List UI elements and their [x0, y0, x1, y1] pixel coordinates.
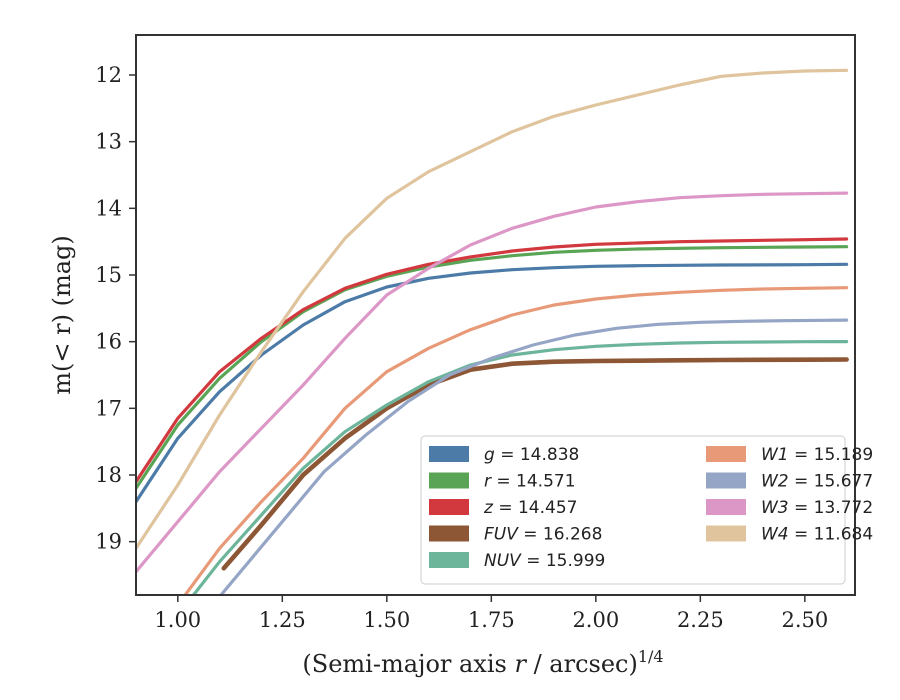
legend-label-w1: W1 = 15.189	[761, 445, 873, 465]
y-axis-label: m(< r) (mag)	[48, 235, 76, 394]
series-line-r	[136, 245, 849, 490]
series-line-nuv	[191, 340, 849, 595]
legend-label-z: z = 14.457	[483, 498, 577, 518]
legend-label-w2: W2 = 15.677	[761, 472, 873, 492]
series-line-w2	[218, 318, 849, 595]
legend-swatch-r	[429, 472, 469, 489]
x-axis-label: (Semi-major axis r / arcsec)1/4	[302, 647, 663, 678]
y-tick-label: 14	[95, 196, 122, 220]
series-line-w1	[183, 286, 849, 595]
y-tick-label: 13	[95, 130, 122, 154]
y-tick-label: 17	[95, 396, 122, 420]
legend: g = 14.838 r = 14.571 z = 14.457 FUV = 16.2…	[420, 435, 873, 585]
legend-label-w3: W3 = 13.772	[761, 498, 873, 518]
series-layer	[136, 68, 849, 595]
tick-layer: 1.00 1.25 1.50 1.75 2.00 2.25 2.50 12 13 14 15 16 17…	[95, 63, 828, 632]
x-tick-label: 1.25	[259, 608, 306, 632]
y-tick-label: 16	[95, 330, 122, 354]
x-tick-label: 2.00	[572, 608, 619, 632]
y-tick-label: 15	[95, 263, 122, 287]
legend-swatch-w1	[706, 446, 746, 462]
legend-swatch-nuv	[429, 552, 469, 568]
legend-swatch-w4	[706, 525, 746, 542]
series-line-w4	[136, 68, 849, 550]
legend-label-r: r = 14.571	[484, 472, 576, 492]
legend-label-nuv: NUV = 15.999	[484, 551, 605, 571]
x-axis-label-exponent: 1/4	[638, 647, 664, 666]
y-tick-label: 12	[95, 63, 122, 87]
legend-label-g: g = 14.838	[484, 445, 579, 465]
plot-frame	[135, 34, 856, 596]
x-tick-label: 1.50	[363, 608, 410, 632]
x-tick-label: 1.00	[154, 608, 201, 632]
x-tick-label: 2.50	[781, 608, 828, 632]
y-tick-label: 18	[95, 463, 122, 487]
series-line-w3	[136, 191, 849, 574]
x-axis-label-rest: / arcsec)	[526, 650, 638, 678]
x-axis-label-text: (Semi-major axis	[302, 650, 514, 678]
x-tick-label: 1.75	[468, 608, 515, 632]
legend-label-fuv: FUV = 16.268	[484, 525, 602, 545]
series-line-fuv	[221, 357, 849, 571]
x-axis-label-variable: r	[514, 650, 527, 678]
series-line-z	[136, 237, 849, 484]
x-tick-label: 2.25	[677, 608, 724, 632]
legend-swatch-fuv	[429, 525, 469, 542]
legend-swatch-g	[429, 446, 469, 462]
legend-swatch-w3	[706, 499, 746, 515]
legend-swatch-w2	[706, 472, 746, 489]
legend-label-w4: W4 = 11.684	[761, 525, 873, 545]
legend-swatch-z	[429, 499, 469, 515]
y-tick-label: 19	[95, 530, 122, 554]
